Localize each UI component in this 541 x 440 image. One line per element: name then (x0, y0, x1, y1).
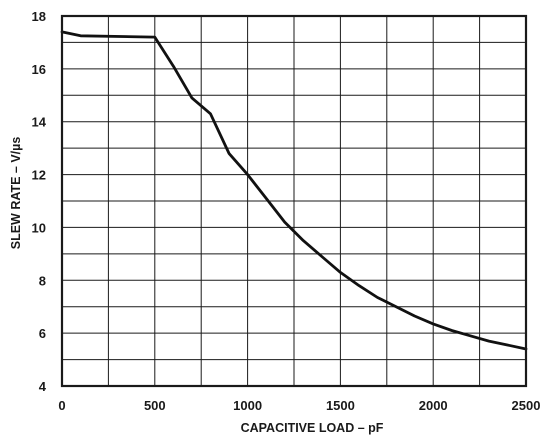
x-tick-label: 1500 (326, 398, 355, 413)
x-tick-label: 2000 (419, 398, 448, 413)
plot-frame (60, 14, 528, 388)
y-tick-label: 4 (39, 379, 47, 394)
y-tick-label: 18 (32, 9, 46, 24)
series-line-1 (60, 30, 528, 351)
series-layer (60, 30, 528, 351)
x-tick-labels: 0 500 1000 1500 2000 2500 (58, 398, 540, 413)
x-axis-label: CAPACITIVE LOAD – pF (241, 421, 384, 435)
y-tick-labels: 4 6 8 10 12 14 16 18 (32, 9, 47, 394)
grid-lines (62, 16, 526, 386)
y-tick-label: 14 (32, 115, 47, 130)
x-tick-label: 2500 (512, 398, 541, 413)
y-tick-label: 12 (32, 168, 46, 183)
y-tick-label: 6 (39, 326, 46, 341)
x-tick-label: 0 (58, 398, 65, 413)
x-tick-label: 500 (144, 398, 166, 413)
y-tick-label: 16 (32, 62, 46, 77)
x-tick-label: 1000 (233, 398, 262, 413)
y-axis-label: SLEW RATE – V/µs (9, 137, 23, 250)
y-tick-label: 8 (39, 273, 46, 288)
y-tick-label: 10 (32, 220, 46, 235)
